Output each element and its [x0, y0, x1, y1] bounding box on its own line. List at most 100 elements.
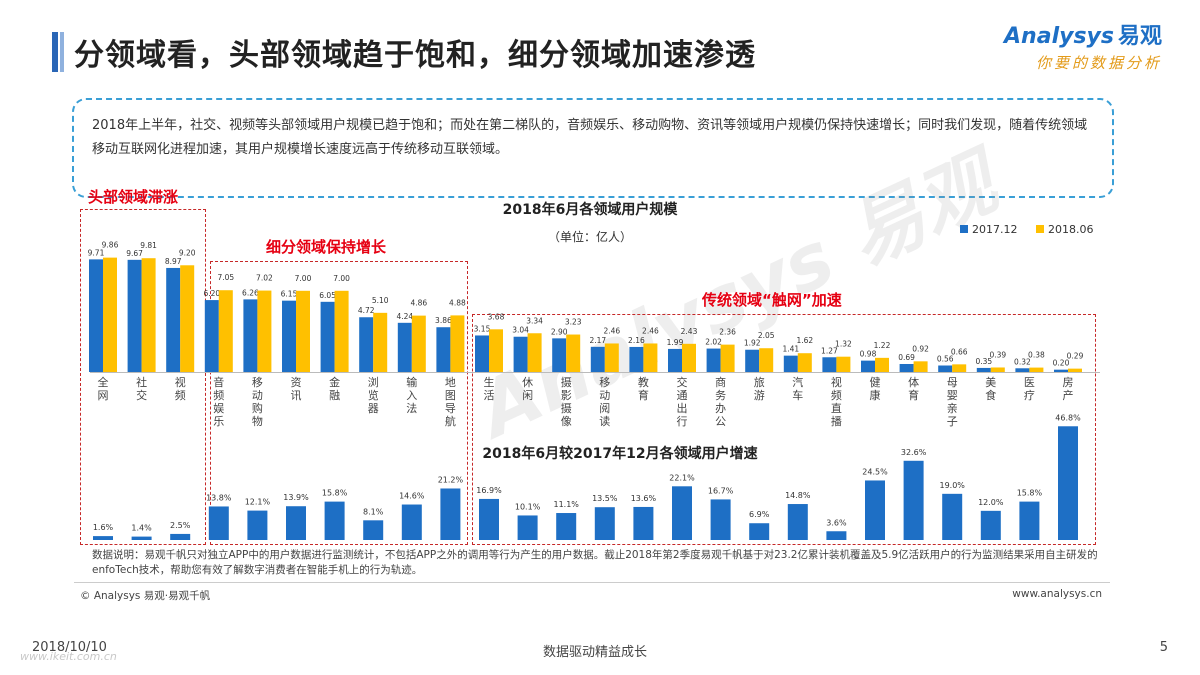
growth-bar: [672, 486, 692, 540]
value-label-2018-06: 0.92: [912, 344, 929, 353]
bar-2018-06: [334, 290, 349, 372]
growth-value-label: 11.1%: [553, 500, 579, 509]
section-box-traditional: [472, 314, 1096, 545]
page-number: 5: [1159, 640, 1168, 655]
value-label-2017-12: 9.67: [126, 249, 143, 258]
growth-value-label: 13.5%: [592, 494, 618, 503]
section-label-head: 头部领域滞涨: [88, 188, 179, 206]
summary-box: 2018年上半年，社交、视频等头部领域用户规模已趋于饱和；而处在第二梯队的，音频…: [72, 98, 1114, 198]
value-label-2018-06: 2.36: [719, 328, 736, 337]
value-label-2018-06: 4.86: [410, 299, 427, 308]
bar-2018-06: [643, 343, 658, 372]
bar-2018-06: [411, 315, 426, 372]
growth-bar: [170, 533, 191, 540]
value-label-2018-06: 7.02: [256, 274, 273, 283]
brand-logo: Analysys 易观 你要的数据分析: [1004, 18, 1162, 73]
growth-bar: [93, 536, 113, 540]
category-label: 地图导航: [445, 376, 456, 428]
logo-en: Analysys: [1004, 24, 1114, 49]
section-box-niche: [210, 261, 468, 545]
category-label: 移动购物: [252, 376, 263, 428]
category-label: 全网: [98, 375, 109, 402]
growth-value-label: 22.1%: [669, 473, 695, 482]
growth-value-label: 24.5%: [862, 467, 888, 476]
bar-2018-06: [527, 333, 542, 372]
growth-value-label: 13.9%: [283, 493, 309, 502]
value-label-2018-06: 9.20: [179, 248, 196, 257]
category-label: 旅游: [754, 375, 765, 402]
value-label-2017-12: 0.20: [1053, 359, 1070, 368]
category-label: 体育: [908, 375, 919, 402]
value-label-2017-12: 0.56: [937, 355, 954, 364]
bar-2018-06: [489, 329, 503, 372]
growth-value-label: 12.1%: [245, 498, 271, 507]
category-label: 音频娱乐: [213, 375, 224, 428]
category-label: 金融: [329, 375, 340, 402]
value-label-2018-06: 0.66: [951, 347, 968, 356]
growth-bar: [903, 460, 924, 540]
value-label-2017-12: 6.05: [319, 291, 336, 300]
growth-bar: [556, 513, 577, 540]
bar-2018-06: [913, 361, 928, 372]
category-label: 输入法: [406, 375, 417, 415]
bar-2018-06: [257, 290, 272, 372]
value-label-2017-12: 2.16: [628, 336, 645, 345]
category-label: 浏览器: [368, 375, 379, 415]
value-label-2018-06: 0.39: [989, 350, 1006, 359]
legend-swatch-2018-06: [1036, 225, 1044, 233]
category-label: 社交: [136, 375, 147, 402]
logo-tagline: 你要的数据分析: [1035, 54, 1162, 72]
legend-swatch-2017-12: [960, 225, 968, 233]
category-label: 健康: [870, 376, 881, 402]
category-label: 休闲: [522, 376, 533, 402]
bar-2017-12: [243, 299, 258, 372]
report-date: 2018/10/10: [32, 640, 107, 655]
section-label-traditional: 传统领域“触网”加速: [702, 291, 842, 309]
value-label-2017-12: 6.26: [242, 288, 259, 297]
bar-2018-06: [373, 312, 388, 372]
growth-value-label: 8.1%: [363, 507, 384, 516]
bar-2017-12: [166, 267, 181, 372]
growth-value-label: 15.8%: [322, 489, 348, 498]
bar-2017-12: [127, 259, 142, 372]
bar-2018-06: [141, 258, 156, 372]
chart-title-bottom: 2018年6月较2017年12月各领域用户增速: [482, 445, 757, 462]
bar-2017-12: [552, 338, 567, 372]
bar-2017-12: [397, 322, 412, 372]
bar-2017-12: [475, 335, 489, 372]
growth-bar: [401, 504, 422, 540]
category-label: 移动阅读: [599, 376, 610, 428]
growth-bar: [479, 498, 499, 540]
growth-value-label: 13.8%: [206, 493, 232, 502]
growth-bar: [942, 493, 963, 540]
bar-2018-06: [836, 356, 851, 372]
growth-bar: [1058, 426, 1078, 540]
growth-value-label: 3.6%: [826, 518, 847, 527]
bar-2018-06: [990, 367, 1005, 372]
value-label-2017-12: 6.20: [203, 289, 220, 298]
growth-value-label: 16.7%: [708, 486, 734, 495]
growth-value-label: 6.9%: [749, 510, 770, 519]
bar-2017-12: [89, 259, 103, 372]
bar-2017-12: [783, 355, 798, 372]
value-label-2018-06: 0.38: [1028, 351, 1045, 360]
value-label-2017-12: 4.24: [396, 312, 413, 321]
value-label-2018-06: 2.05: [758, 331, 775, 340]
value-label-2018-06: 2.46: [642, 326, 659, 335]
growth-value-label: 1.6%: [93, 523, 114, 532]
bar-2018-06: [682, 343, 696, 372]
bar-2018-06: [875, 357, 889, 372]
category-label: 视频直播: [831, 375, 842, 428]
slogan: 数据驱动精益成长: [543, 645, 648, 660]
growth-value-label: 10.1%: [515, 502, 541, 511]
value-label-2018-06: 3.34: [526, 316, 543, 325]
growth-value-label: 2.5%: [170, 521, 191, 530]
bar-2017-12: [938, 365, 953, 372]
category-label: 摄影摄像: [561, 375, 572, 428]
website-link[interactable]: www.analysys.cn: [1012, 588, 1102, 600]
growth-bar: [594, 507, 615, 540]
value-label-2017-12: 3.86: [435, 316, 452, 325]
title-accent-bar: [52, 32, 58, 72]
title-accent-bar-light: [60, 32, 64, 72]
